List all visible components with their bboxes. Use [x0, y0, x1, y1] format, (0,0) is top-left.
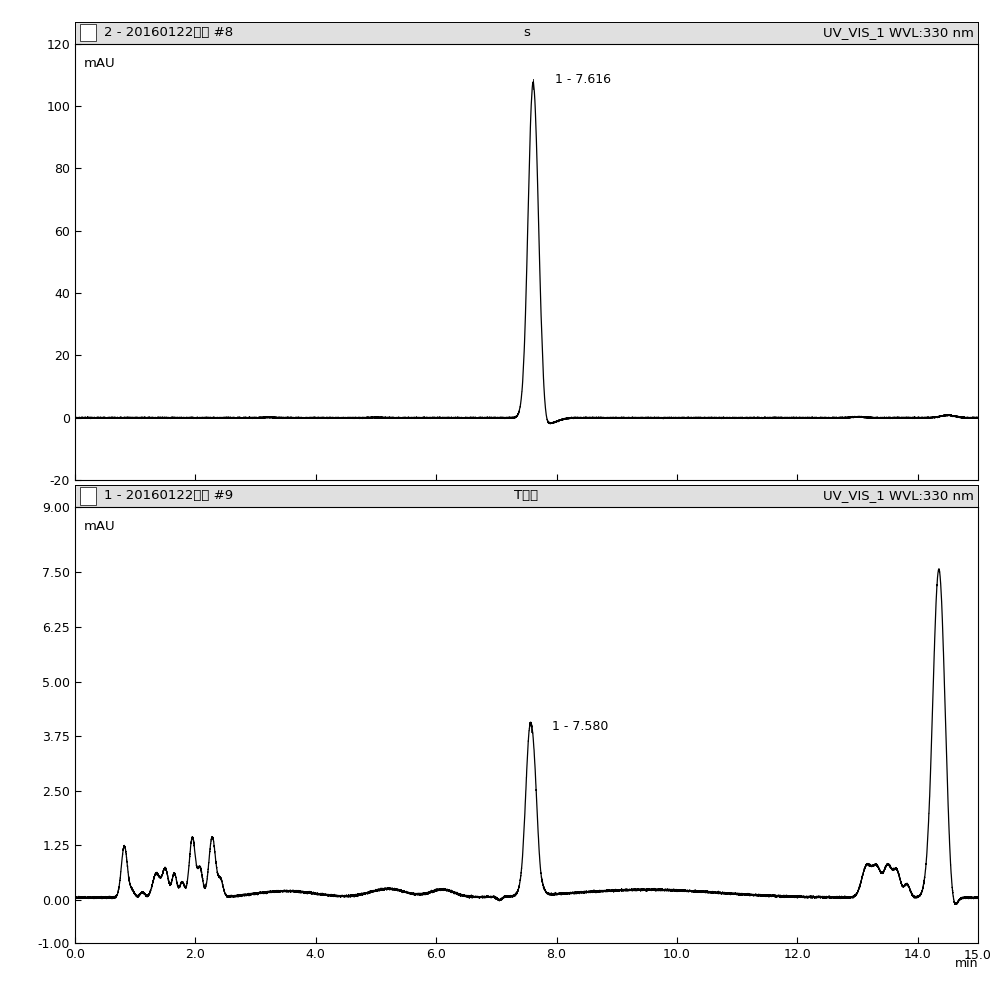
Text: s: s: [523, 26, 530, 40]
Bar: [80, 488, 96, 504]
Text: UV_VIS_1 WVL:330 nm: UV_VIS_1 WVL:330 nm: [823, 490, 973, 502]
Text: 1 - 20160122黄芯 #9: 1 - 20160122黄芯 #9: [104, 490, 233, 502]
Text: UV_VIS_1 WVL:330 nm: UV_VIS_1 WVL:330 nm: [823, 26, 973, 40]
Text: mAU: mAU: [84, 520, 116, 533]
Text: 1 - 7.580: 1 - 7.580: [552, 719, 609, 732]
Text: 2 - 20160122黄芯 #8: 2 - 20160122黄芯 #8: [104, 26, 233, 40]
Text: min: min: [954, 485, 978, 497]
Text: 15.0: 15.0: [964, 948, 992, 961]
Text: T卷柏: T卷柏: [514, 490, 539, 502]
Bar: [80, 24, 96, 42]
Text: mAU: mAU: [84, 56, 116, 69]
Text: min: min: [954, 956, 978, 969]
Text: 1 - 7.616: 1 - 7.616: [555, 72, 611, 85]
